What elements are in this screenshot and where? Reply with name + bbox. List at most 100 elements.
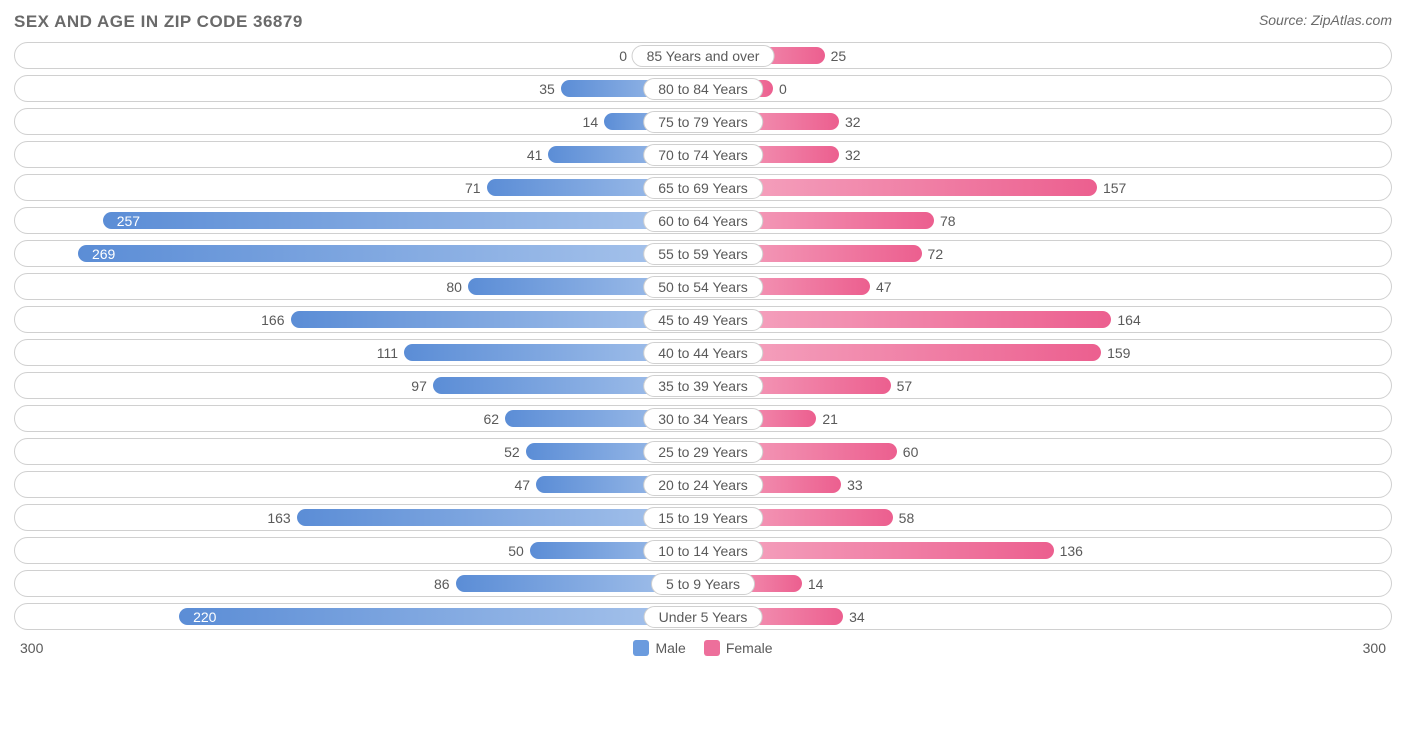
header: SEX AND AGE IN ZIP CODE 36879 Source: Zi… — [14, 12, 1392, 32]
female-half: 78 — [703, 208, 1391, 233]
female-swatch-icon — [704, 640, 720, 656]
female-value-label: 32 — [839, 114, 867, 130]
legend-female-label: Female — [726, 640, 773, 656]
male-value-label: 41 — [521, 147, 549, 163]
age-group-label: 20 to 24 Years — [643, 474, 763, 496]
source-attribution: Source: ZipAtlas.com — [1259, 12, 1392, 28]
male-value-label: 257 — [111, 213, 146, 229]
female-value-label: 14 — [802, 576, 830, 592]
chart-title: SEX AND AGE IN ZIP CODE 36879 — [14, 12, 303, 32]
legend: Male Female — [633, 640, 772, 656]
female-half: 136 — [703, 538, 1391, 563]
pyramid-row: 14 32 75 to 79 Years — [14, 108, 1392, 135]
age-group-label: 80 to 84 Years — [643, 78, 763, 100]
female-half: 0 — [703, 76, 1391, 101]
legend-female: Female — [704, 640, 773, 656]
age-group-label: 55 to 59 Years — [643, 243, 763, 265]
female-half: 21 — [703, 406, 1391, 431]
male-half: 62 — [15, 406, 703, 431]
male-value-label: 166 — [255, 312, 290, 328]
male-value-label: 52 — [498, 444, 526, 460]
male-value-label: 50 — [502, 543, 530, 559]
female-value-label: 33 — [841, 477, 869, 493]
pyramid-row: 1635815 to 19 Years — [14, 504, 1392, 531]
male-half: 80 — [15, 274, 703, 299]
age-group-label: 60 to 64 Years — [643, 210, 763, 232]
female-value-label: 157 — [1097, 180, 1132, 196]
age-group-label: 40 to 44 Years — [643, 342, 763, 364]
male-half: 220 — [15, 604, 703, 629]
male-half: 97 — [15, 373, 703, 398]
age-group-label: 25 to 29 Years — [643, 441, 763, 463]
male-half: 35 — [15, 76, 703, 101]
male-value-label: 71 — [459, 180, 487, 196]
male-half: 166 — [15, 307, 703, 332]
age-group-label: 75 to 79 Years — [643, 111, 763, 133]
pyramid-row: 804750 to 54 Years — [14, 273, 1392, 300]
female-half: 57 — [703, 373, 1391, 398]
female-half: 25 — [703, 43, 1391, 68]
male-half: 257 — [15, 208, 703, 233]
male-value-label: 0 — [613, 48, 633, 64]
male-bar: 269 — [78, 245, 703, 262]
age-group-label: 35 to 39 Years — [643, 375, 763, 397]
axis-right-label: 300 — [1363, 640, 1386, 656]
male-value-label: 14 — [577, 114, 605, 130]
pyramid-row: 257 78 60 to 64 Years — [14, 207, 1392, 234]
female-value-label: 136 — [1054, 543, 1089, 559]
female-value-label: 34 — [843, 609, 871, 625]
male-half: 71 — [15, 175, 703, 200]
male-half: 47 — [15, 472, 703, 497]
male-bar: 257 — [103, 212, 703, 229]
female-half: 157 — [703, 175, 1391, 200]
pyramid-row: 35080 to 84 Years — [14, 75, 1392, 102]
female-bar — [703, 311, 1111, 328]
female-value-label: 60 — [897, 444, 925, 460]
pyramid-row: 975735 to 39 Years — [14, 372, 1392, 399]
male-value-label: 47 — [508, 477, 536, 493]
male-value-label: 269 — [86, 246, 121, 262]
pyramid-row: 5013610 to 14 Years — [14, 537, 1392, 564]
female-value-label: 21 — [816, 411, 844, 427]
female-half: 32 — [703, 109, 1391, 134]
male-value-label: 220 — [187, 609, 222, 625]
pyramid-row: 622130 to 34 Years — [14, 405, 1392, 432]
age-group-label: 85 Years and over — [632, 45, 775, 67]
male-half: 163 — [15, 505, 703, 530]
male-value-label: 86 — [428, 576, 456, 592]
age-group-label: Under 5 Years — [644, 606, 763, 628]
male-half: 50 — [15, 538, 703, 563]
female-half: 159 — [703, 340, 1391, 365]
pyramid-row: 269 72 55 to 59 Years — [14, 240, 1392, 267]
female-value-label: 72 — [922, 246, 950, 262]
female-half: 33 — [703, 472, 1391, 497]
chart-container: SEX AND AGE IN ZIP CODE 36879 Source: Zi… — [0, 0, 1406, 741]
age-group-label: 65 to 69 Years — [643, 177, 763, 199]
pyramid-row: 0 25 85 Years and over — [14, 42, 1392, 69]
legend-male-label: Male — [655, 640, 685, 656]
pyramid-row: 111 159 40 to 44 Years — [14, 339, 1392, 366]
male-value-label: 62 — [478, 411, 506, 427]
age-group-label: 5 to 9 Years — [651, 573, 755, 595]
female-value-label: 164 — [1111, 312, 1146, 328]
male-bar: 220 — [179, 608, 703, 625]
male-value-label: 80 — [440, 279, 468, 295]
female-value-label: 47 — [870, 279, 898, 295]
male-half: 111 — [15, 340, 703, 365]
male-value-label: 163 — [261, 510, 296, 526]
female-value-label: 25 — [825, 48, 853, 64]
chart-area: 02585 Years and over35080 to 84 Years143… — [14, 42, 1392, 630]
male-swatch-icon — [633, 640, 649, 656]
male-half: 52 — [15, 439, 703, 464]
age-group-label: 45 to 49 Years — [643, 309, 763, 331]
female-value-label: 159 — [1101, 345, 1136, 361]
female-half: 164 — [703, 307, 1391, 332]
female-half: 32 — [703, 142, 1391, 167]
pyramid-row: 413270 to 74 Years — [14, 141, 1392, 168]
female-half: 72 — [703, 241, 1391, 266]
male-bar — [297, 509, 703, 526]
pyramid-row: 220 34 Under 5 Years — [14, 603, 1392, 630]
female-half: 34 — [703, 604, 1391, 629]
female-value-label: 78 — [934, 213, 962, 229]
male-value-label: 111 — [371, 345, 404, 361]
